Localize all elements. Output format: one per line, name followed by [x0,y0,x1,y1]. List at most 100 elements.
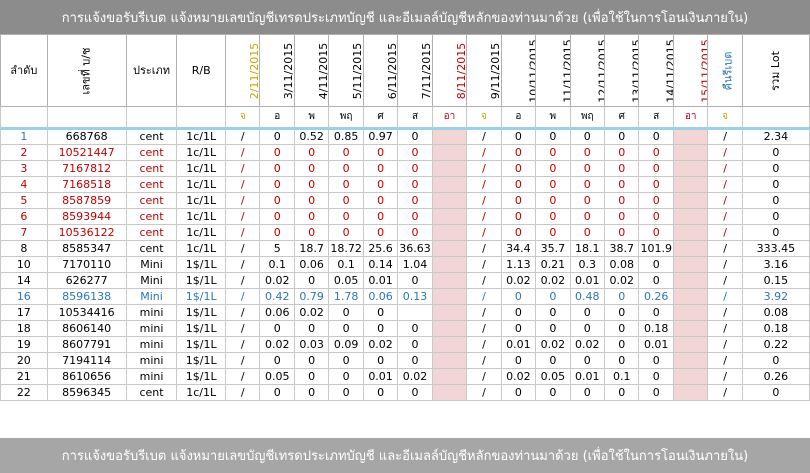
row-number[interactable]: 16 [0,288,48,305]
day-cell[interactable]: 0.01 [362,368,399,385]
day-cell[interactable]: 0 [328,224,364,241]
day-cell[interactable] [431,208,468,225]
day-cell[interactable]: 0.03 [293,336,330,353]
day-cell[interactable]: 0.18 [638,320,674,337]
day-cell[interactable]: 0.01 [569,272,606,289]
day-cell[interactable]: / [466,256,502,273]
day-cell[interactable]: 0 [259,144,295,161]
day-cell[interactable]: 5 [259,240,295,257]
day-cell[interactable]: 0 [604,144,640,161]
day-cell[interactable]: 0 [500,128,537,145]
day-cell[interactable]: 0 [535,128,571,145]
day-cell[interactable]: 0.06 [259,304,295,321]
day-cell[interactable]: 0 [569,144,606,161]
day-cell[interactable] [431,288,468,305]
rebate-cell[interactable]: / [707,224,743,241]
total-lot[interactable]: 0 [741,384,810,401]
day-cell[interactable] [397,304,433,321]
day-cell[interactable]: 0 [569,224,606,241]
day-cell[interactable]: 0.02 [362,336,399,353]
day-cell[interactable]: 0 [293,208,330,225]
rebate-rate[interactable]: 1$/1L [176,256,227,273]
rebate-cell[interactable]: / [707,144,743,161]
day-cell[interactable]: 0 [535,176,571,193]
day-cell[interactable] [431,272,468,289]
day-cell[interactable] [672,320,709,337]
account-type[interactable]: mini [125,336,178,353]
rebate-cell[interactable]: / [707,272,743,289]
day-cell[interactable]: 0 [259,384,295,401]
day-cell[interactable] [431,240,468,257]
day-cell[interactable]: 0.09 [328,336,364,353]
day-cell[interactable]: 0.85 [328,128,364,145]
rebate-rate[interactable]: 1$/1L [176,320,227,337]
day-cell[interactable]: 0.3 [569,256,606,273]
day-cell[interactable]: 0 [259,208,295,225]
row-number[interactable]: 18 [0,320,48,337]
day-cell[interactable]: 0 [259,320,295,337]
day-cell[interactable]: 0 [397,208,433,225]
day-cell[interactable]: 0.1 [259,256,295,273]
day-cell[interactable]: 0.02 [397,368,433,385]
row-number[interactable]: 17 [0,304,48,321]
day-cell[interactable]: 0 [362,384,399,401]
day-cell[interactable]: 0.79 [293,288,330,305]
day-cell[interactable]: / [225,208,261,225]
day-cell[interactable]: 0.06 [293,256,330,273]
account-number[interactable]: 8610656 [46,368,127,385]
day-cell[interactable]: 0.02 [500,272,537,289]
day-cell[interactable] [431,368,468,385]
day-cell[interactable]: 0 [604,336,640,353]
day-cell[interactable]: 0 [500,208,537,225]
day-cell[interactable]: 0 [569,304,606,321]
total-lot[interactable]: 3.16 [741,256,810,273]
day-cell[interactable]: 0 [638,352,674,369]
day-cell[interactable] [672,176,709,193]
total-lot[interactable]: 0.15 [741,272,810,289]
day-cell[interactable]: 0 [259,176,295,193]
day-cell[interactable]: 0 [535,320,571,337]
day-cell[interactable]: 0 [569,128,606,145]
day-cell[interactable]: 0 [535,288,571,305]
day-cell[interactable] [672,368,709,385]
day-cell[interactable]: 0 [535,144,571,161]
day-cell[interactable]: 0.06 [362,288,399,305]
day-cell[interactable]: / [466,304,502,321]
day-cell[interactable]: 25.6 [362,240,399,257]
account-type[interactable]: mini [125,304,178,321]
day-cell[interactable]: 101.9 [638,240,674,257]
rebate-cell[interactable]: / [707,320,743,337]
account-type[interactable]: cent [125,128,178,145]
row-number[interactable]: 21 [0,368,48,385]
day-cell[interactable]: / [466,144,502,161]
day-cell[interactable]: 0 [638,160,674,177]
day-cell[interactable] [431,384,468,401]
day-cell[interactable]: 0.02 [500,368,537,385]
day-cell[interactable]: / [466,384,502,401]
day-cell[interactable]: 0 [500,288,537,305]
day-cell[interactable]: / [225,272,261,289]
day-cell[interactable]: 0 [569,192,606,209]
day-cell[interactable]: / [466,208,502,225]
day-cell[interactable]: 0 [500,224,537,241]
row-number[interactable]: 8 [0,240,48,257]
rebate-rate[interactable]: 1c/1L [176,144,227,161]
day-cell[interactable] [672,192,709,209]
rebate-rate[interactable]: 1c/1L [176,224,227,241]
day-cell[interactable]: 0 [293,224,330,241]
day-cell[interactable]: / [466,176,502,193]
total-lot[interactable]: 2.34 [741,128,810,145]
day-cell[interactable]: / [466,336,502,353]
day-cell[interactable]: 0 [328,160,364,177]
day-cell[interactable]: 0 [293,192,330,209]
account-number[interactable]: 8606140 [46,320,127,337]
rebate-cell[interactable]: / [707,288,743,305]
day-cell[interactable]: / [225,240,261,257]
total-lot[interactable]: 333.45 [741,240,810,257]
total-lot[interactable]: 0.26 [741,368,810,385]
account-type[interactable]: cent [125,160,178,177]
day-cell[interactable] [431,160,468,177]
account-number[interactable]: 7170110 [46,256,127,273]
day-cell[interactable] [672,224,709,241]
day-cell[interactable]: 0 [569,352,606,369]
